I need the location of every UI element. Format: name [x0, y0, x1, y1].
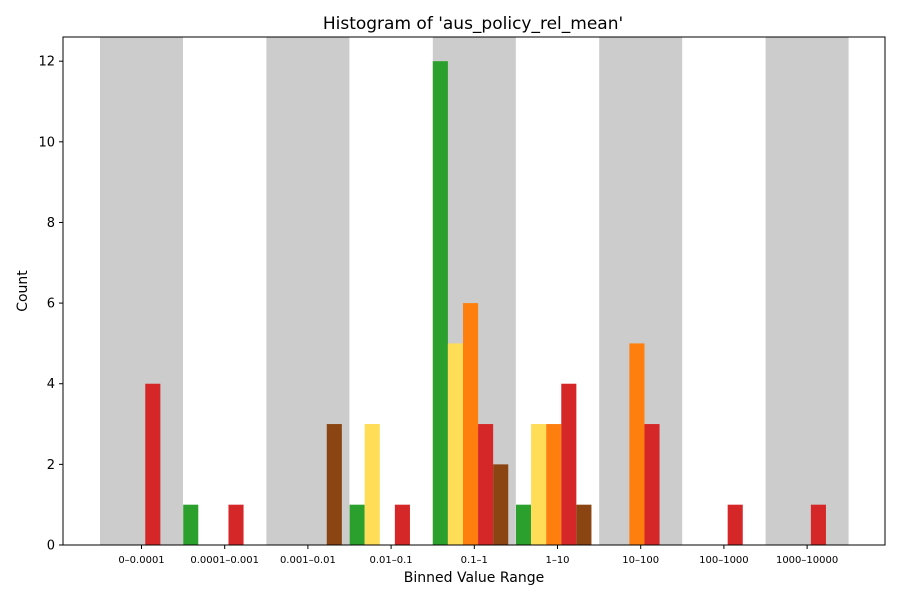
x-axis-label: Binned Value Range	[404, 570, 544, 586]
histogram-bar	[228, 504, 244, 545]
histogram-bar	[561, 383, 577, 545]
y-tick-label: 2	[47, 458, 55, 473]
histogram-bar	[394, 504, 410, 545]
histogram-bar	[462, 303, 479, 545]
histogram-bar	[516, 504, 532, 545]
histogram-bar	[478, 424, 494, 545]
y-axis-label: Count	[15, 270, 31, 312]
histogram-bar	[183, 504, 199, 545]
histogram-bar	[629, 343, 645, 545]
histogram-bar	[810, 504, 826, 545]
x-tick-label: 0.0001–0.001	[190, 555, 259, 566]
y-tick-label: 0	[47, 539, 55, 554]
x-tick-label: 100–1000	[699, 555, 749, 566]
histogram-bar	[326, 424, 342, 545]
x-tick-label: 1000–10000	[776, 555, 838, 566]
chart-title: Histogram of 'aus_policy_rel_mean'	[323, 14, 623, 34]
y-tick-label: 10	[38, 135, 55, 150]
histogram-bar	[493, 464, 509, 545]
y-tick-label: 12	[38, 55, 55, 70]
category-band	[765, 37, 849, 545]
x-tick-label: 0.001–0.01	[280, 555, 336, 566]
histogram-bar	[447, 343, 463, 545]
x-tick-label: 0–0.0001	[118, 555, 164, 566]
histogram-bar	[145, 383, 161, 545]
y-tick-label: 4	[47, 377, 55, 392]
histogram-bar	[576, 504, 592, 545]
histogram-bar	[727, 504, 743, 545]
y-axis: 0 2 4 6 8 10 12	[38, 55, 63, 554]
x-tick-label: 1–10	[545, 555, 569, 566]
histogram-bar	[432, 61, 448, 545]
x-tick-label: 10–100	[622, 555, 659, 566]
histogram-bar	[531, 424, 547, 545]
y-tick-label: 8	[47, 216, 55, 231]
x-tick-label: 0.01–0.1	[370, 555, 413, 566]
bars-group	[145, 61, 826, 545]
histogram-bar	[644, 424, 660, 545]
category-bands	[100, 37, 849, 545]
x-axis: 0–0.0001 0.0001–0.001 0.001–0.01 0.01–0.1 0.…	[118, 545, 838, 566]
histogram-bar	[364, 424, 380, 545]
x-tick-label: 0.1–1	[461, 555, 488, 566]
y-tick-label: 6	[47, 297, 55, 312]
histogram-bar	[546, 424, 562, 545]
histogram-bar	[349, 504, 365, 545]
category-band	[100, 37, 183, 545]
